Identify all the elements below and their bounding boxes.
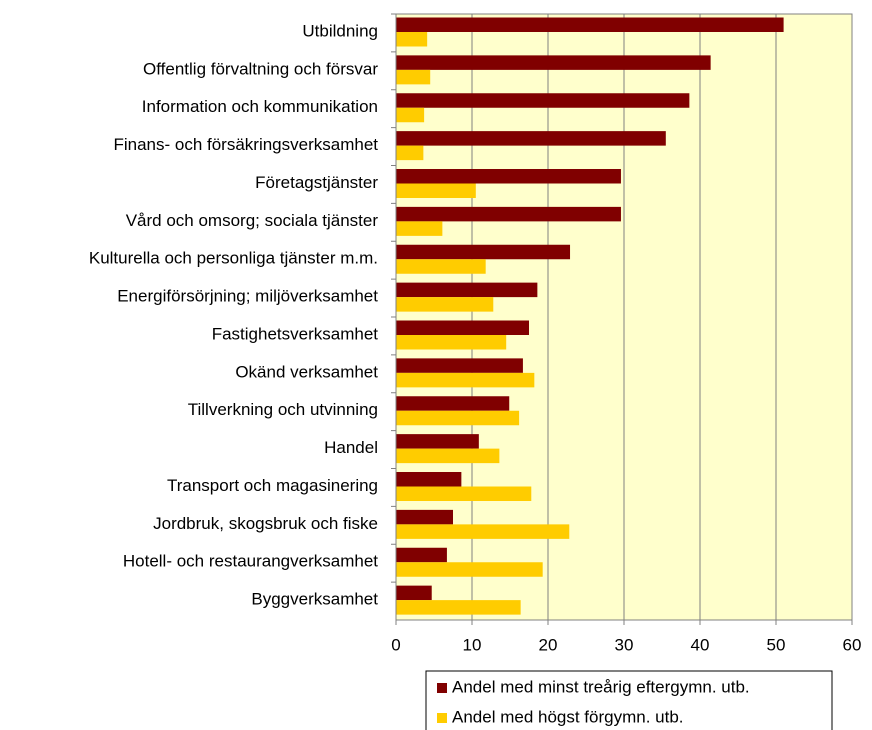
bar xyxy=(396,320,529,335)
bar xyxy=(396,335,507,350)
bar xyxy=(396,472,462,487)
bar xyxy=(396,600,521,615)
y-tick-label: Utbildning xyxy=(302,21,378,40)
legend-box xyxy=(425,670,833,730)
y-tick-label: Jordbruk, skogsbruk och fiske xyxy=(153,514,378,533)
bar xyxy=(396,396,510,411)
bar xyxy=(396,221,443,236)
y-tick-label: Energiförsörjning; miljöverksamhet xyxy=(117,287,378,306)
y-tick-label: Finans- och försäkringsverksamhet xyxy=(113,135,378,154)
x-tick-label: 60 xyxy=(843,635,862,654)
bar xyxy=(396,358,523,373)
bar xyxy=(396,410,520,426)
legend-swatch xyxy=(437,713,447,723)
y-tick-label: Okänd verksamhet xyxy=(235,362,378,381)
bar xyxy=(396,183,476,198)
x-tick-label: 10 xyxy=(463,635,482,654)
y-tick-label: Offentlig förvaltning och försvar xyxy=(143,59,378,78)
bar xyxy=(396,434,479,449)
bar xyxy=(396,169,621,184)
bar xyxy=(396,448,500,464)
y-tick-label: Handel xyxy=(324,438,378,457)
legend-swatch xyxy=(437,683,447,693)
bar xyxy=(396,244,571,260)
bar xyxy=(396,131,666,146)
y-tick-label: Tillverkning och utvinning xyxy=(188,400,378,419)
bar xyxy=(396,107,425,123)
bar xyxy=(396,282,538,298)
bar xyxy=(396,486,532,501)
x-tick-label: 30 xyxy=(615,635,634,654)
bar xyxy=(396,93,690,108)
y-tick-label: Byggverksamhet xyxy=(251,590,378,609)
y-tick-label: Transport och magasinering xyxy=(167,476,378,495)
bar xyxy=(396,32,428,47)
bar xyxy=(396,259,486,274)
y-tick-label: Företagstjänster xyxy=(255,173,378,192)
bar xyxy=(396,145,424,161)
y-tick-label: Information och kommunikation xyxy=(142,97,378,116)
bar xyxy=(396,17,784,32)
x-tick-label: 50 xyxy=(767,635,786,654)
bar xyxy=(396,585,432,601)
legend-label: Andel med minst treårig eftergymn. utb. xyxy=(452,677,750,696)
bar xyxy=(396,372,535,388)
bar xyxy=(396,547,447,563)
bar xyxy=(396,524,570,539)
legend-label: Andel med högst förgymn. utb. xyxy=(452,707,684,726)
y-tick-label: Fastighetsverksamhet xyxy=(212,324,379,343)
bar xyxy=(396,55,711,70)
bar xyxy=(396,562,543,577)
x-tick-label: 20 xyxy=(539,635,558,654)
y-tick-label: Kulturella och personliga tjänster m.m. xyxy=(89,249,378,268)
y-tick-label: Vård och omsorg; sociala tjänster xyxy=(126,211,379,230)
bar xyxy=(396,297,494,312)
bar xyxy=(396,69,431,85)
y-tick-label: Hotell- och restaurangverksamhet xyxy=(123,552,378,571)
bar xyxy=(396,509,453,525)
x-tick-label: 0 xyxy=(391,635,400,654)
bar xyxy=(396,206,621,222)
x-tick-label: 40 xyxy=(691,635,710,654)
